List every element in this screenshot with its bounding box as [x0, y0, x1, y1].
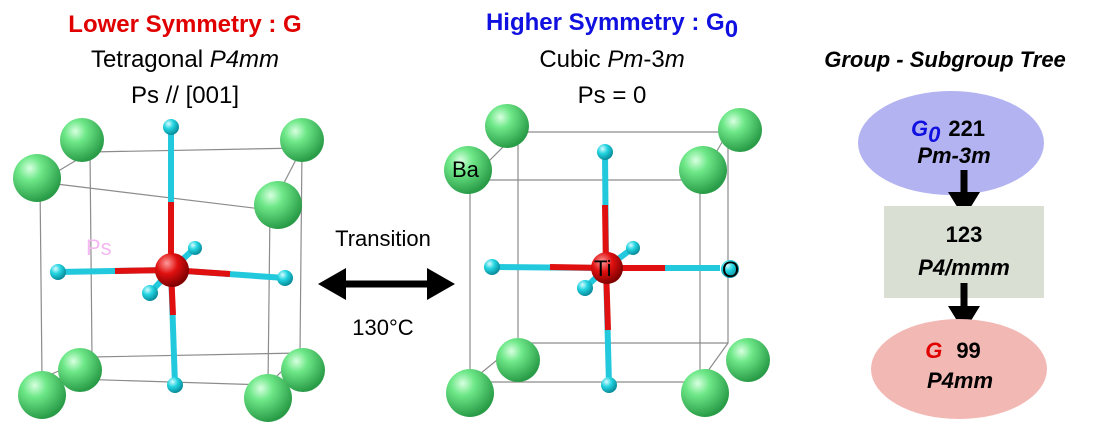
- right-polarization: Ps = 0: [578, 82, 647, 109]
- atom-label-ti: Ti: [594, 256, 612, 281]
- arrow-head-left: [318, 268, 346, 300]
- barium-atom: [244, 374, 292, 422]
- transition-temperature: 130°C: [352, 315, 414, 340]
- atom-label-o: O: [722, 257, 739, 282]
- oxygen-atom: [577, 280, 593, 296]
- barium-atom: [60, 118, 104, 162]
- barium-atom: [446, 369, 494, 417]
- barium-atom: [485, 104, 529, 148]
- tree-node-bottom-group: P4mm: [927, 368, 993, 393]
- oxygen-atom: [50, 264, 66, 280]
- cubic-unit-cell: Ba Ti O: [444, 104, 770, 417]
- arrow-head-right: [427, 268, 455, 300]
- left-polarization: Ps // [001]: [131, 82, 239, 109]
- barium-atom: [444, 146, 492, 194]
- oxygen-atom: [601, 377, 617, 393]
- oxygen-atom: [277, 270, 293, 286]
- oxygen-atom: [721, 260, 739, 278]
- left-crystal-system: Tetragonal P4mm: [91, 46, 279, 73]
- titanium-atom: [591, 252, 623, 284]
- barium-atom: [496, 338, 540, 382]
- tree-node-top: [858, 91, 1044, 195]
- barium-atom: [726, 338, 770, 382]
- oxygen-atom: [597, 144, 613, 160]
- transition-label: Transition: [335, 226, 431, 251]
- titanium-atom: [155, 253, 189, 287]
- tree-node-top-group: Pm-3m: [917, 143, 990, 168]
- right-crystal-system: Cubic Pm-3m: [539, 46, 684, 73]
- oxygen-atom: [188, 241, 202, 255]
- tree-node-top-id: G0 221: [911, 116, 985, 147]
- barium-atom: [13, 154, 61, 202]
- barium-atom: [18, 371, 66, 419]
- left-title: Lower Symmetry : G: [68, 11, 301, 38]
- atom-label-ba: Ba: [452, 157, 480, 182]
- transition-indicator: Transition 130°C: [318, 226, 455, 340]
- barium-atom: [679, 146, 727, 194]
- barium-atom: [718, 108, 762, 152]
- right-title: Higher Symmetry : G0: [486, 9, 738, 43]
- barium-atom: [254, 181, 302, 229]
- tetragonal-unit-cell: Ps: [13, 118, 325, 422]
- tree-title: Group - Subgroup Tree: [824, 47, 1066, 72]
- barium-atom: [681, 369, 729, 417]
- oxygen-atom: [142, 285, 158, 301]
- barium-atom: [280, 118, 324, 162]
- oxygen-atom: [163, 119, 179, 135]
- tree-node-middle-number: 123: [946, 222, 983, 247]
- tree-arrow-down: [948, 192, 980, 218]
- tree-node-bottom-id: G 99: [925, 338, 981, 363]
- oxygen-atom: [167, 377, 183, 393]
- tree-node-middle: [884, 206, 1044, 298]
- oxygen-atom: [626, 241, 640, 255]
- tree-node-bottom: [871, 319, 1047, 419]
- barium-atom: [58, 348, 102, 392]
- oxygen-atom: [484, 259, 500, 275]
- group-subgroup-tree: G0 221 Pm-3m 123 P4/mmm G 99 P4mm: [858, 91, 1047, 419]
- barium-atom: [281, 348, 325, 392]
- polarization-label: Ps: [86, 235, 112, 260]
- tree-node-middle-group: P4/mmm: [918, 255, 1010, 280]
- tree-arrow-down: [948, 306, 980, 332]
